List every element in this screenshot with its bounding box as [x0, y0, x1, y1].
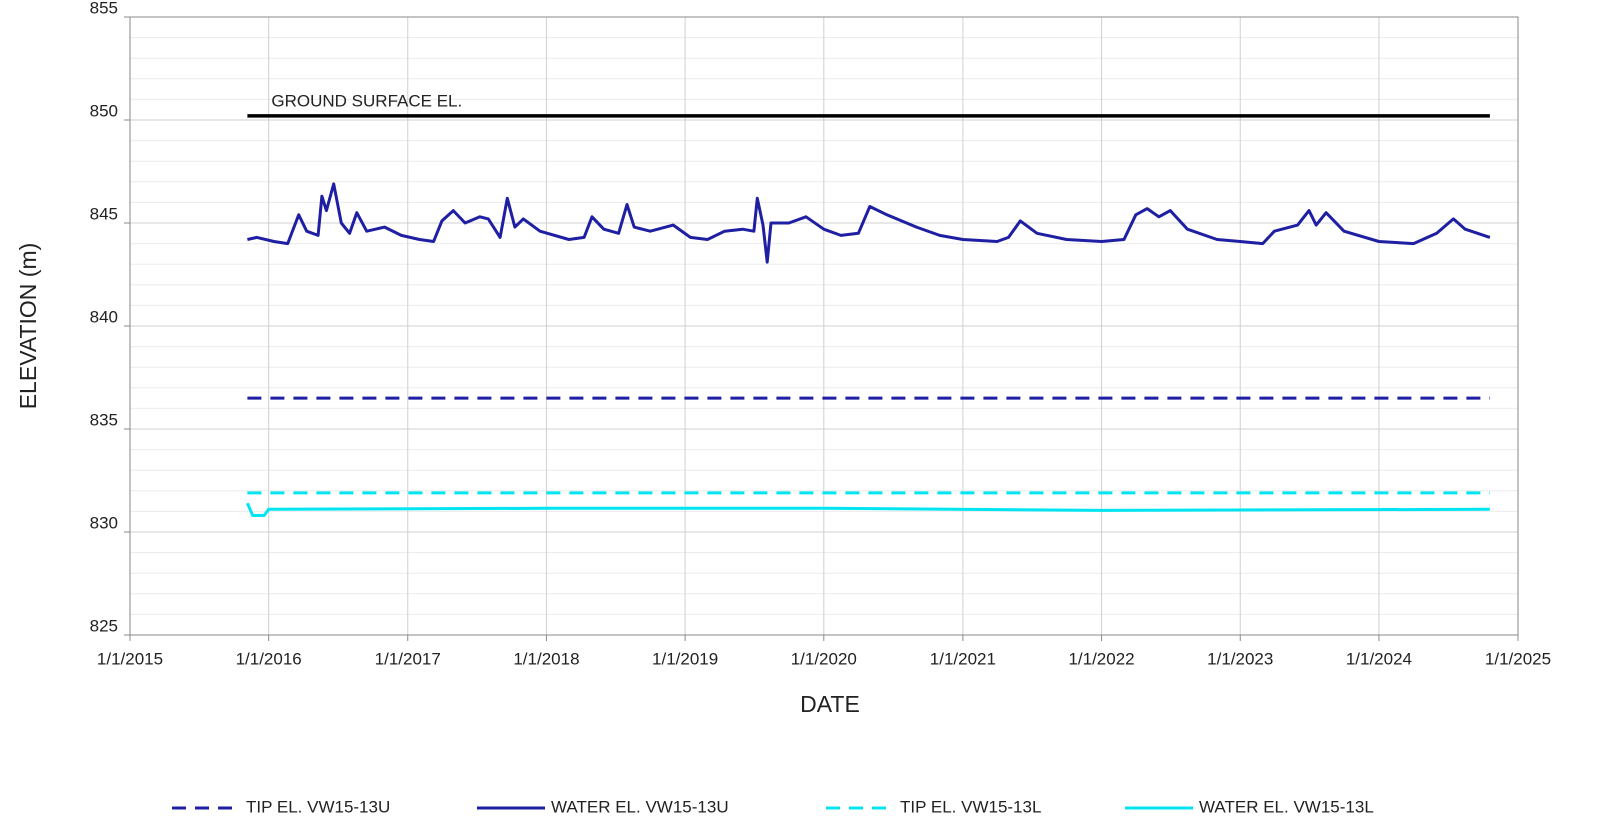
x-tick-label: 1/1/2022	[1068, 649, 1134, 668]
y-tick-label: 840	[90, 307, 118, 326]
legend-label: TIP EL. VW15-13L	[900, 797, 1041, 816]
y-axis-title: ELEVATION (m)	[15, 243, 41, 410]
series-line	[247, 182, 1491, 264]
x-tick-label: 1/1/2015	[97, 649, 163, 668]
y-tick-label: 855	[90, 0, 118, 17]
line-label: GROUND SURFACE EL.	[271, 91, 462, 110]
x-tick-label: 1/1/2025	[1485, 649, 1551, 668]
x-tick-label: 1/1/2018	[513, 649, 579, 668]
series-line	[246, 502, 1490, 517]
legend-label: WATER EL. VW15-13U	[551, 797, 729, 816]
x-tick-label: 1/1/2020	[791, 649, 857, 668]
legend-label: WATER EL. VW15-13L	[1199, 797, 1374, 816]
x-tick-label: 1/1/2016	[236, 649, 302, 668]
plot-frame	[129, 16, 1519, 636]
y-tick-label: 830	[90, 513, 118, 532]
x-tick-label: 1/1/2024	[1346, 649, 1412, 668]
y-tick-label: 850	[90, 101, 118, 120]
y-tick-label: 825	[90, 616, 118, 635]
x-tick-label: 1/1/2017	[375, 649, 441, 668]
x-tick-label: 1/1/2019	[652, 649, 718, 668]
y-tick-label: 835	[90, 410, 118, 429]
x-axis-title: DATE	[800, 691, 860, 717]
x-tick-label: 1/1/2021	[930, 649, 996, 668]
x-tick-label: 1/1/2023	[1207, 649, 1273, 668]
y-tick-label: 845	[90, 204, 118, 223]
legend-label: TIP EL. VW15-13U	[246, 797, 390, 816]
